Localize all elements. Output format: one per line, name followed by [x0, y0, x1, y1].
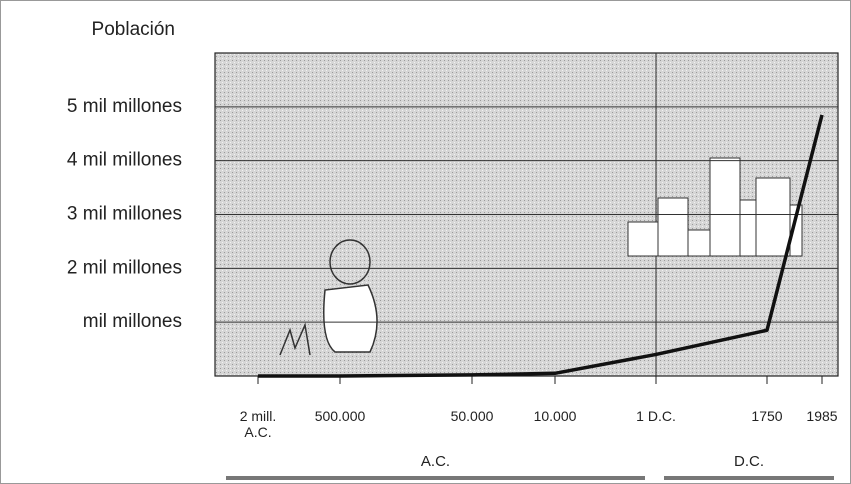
x-tick-label: 10.000 — [533, 408, 577, 424]
x-tick-label: 2 mill. A.C. — [239, 408, 277, 440]
x-tick-label: 1 D.C. — [636, 408, 676, 424]
y-tick-label: mil millones — [83, 311, 182, 332]
person-and-fire — [279, 239, 378, 356]
buildings — [627, 157, 803, 257]
y-tick-label: 4 mil millones — [67, 150, 182, 171]
x-tick-label: 1750 — [751, 408, 783, 424]
y-axis-title: Población — [92, 19, 175, 40]
population-line — [258, 114, 824, 378]
era-label: A.C. — [420, 453, 451, 470]
era-bar — [664, 476, 834, 480]
era-bar — [226, 476, 645, 480]
x-tick-label: 1985 — [806, 408, 838, 424]
y-tick-label: 2 mil millones — [67, 257, 182, 278]
x-tick-label: 50.000 — [450, 408, 494, 424]
y-tick-label: 5 mil millones — [67, 96, 182, 117]
x-tick-label: 500.000 — [314, 408, 366, 424]
era-label: D.C. — [734, 453, 764, 470]
y-tick-label: 3 mil millones — [67, 204, 182, 225]
